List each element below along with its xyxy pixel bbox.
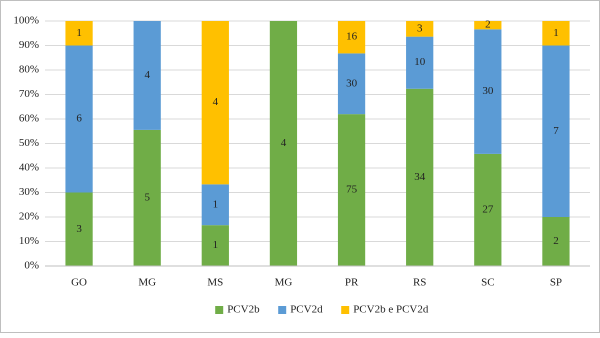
y-tick-label: 100% — [13, 15, 39, 27]
legend-label: PCV2b e PCV2d — [353, 304, 429, 316]
data-label: 16 — [346, 31, 358, 43]
x-tick-label: SP — [550, 277, 562, 289]
x-tick-label: SC — [481, 277, 494, 289]
x-tick-label: MS — [207, 277, 223, 289]
bar-segment — [406, 36, 434, 89]
bar-segment — [65, 21, 93, 46]
bar-segment — [337, 53, 366, 115]
bar-segment — [269, 21, 298, 266]
x-tick-label: MG — [275, 277, 293, 289]
data-label: 30 — [482, 85, 494, 97]
bar-segment — [133, 21, 161, 130]
legend-label: PCV2d — [290, 304, 323, 316]
bar-segment — [201, 225, 229, 266]
bar-segment — [337, 114, 366, 266]
legend-swatch — [215, 306, 224, 314]
data-label: 3 — [76, 223, 82, 235]
x-tick-label: GO — [71, 277, 87, 289]
data-label: 5 — [144, 191, 150, 203]
x-tick-label: PR — [345, 277, 359, 289]
y-tick-label: 50% — [19, 137, 39, 149]
data-label: 4 — [144, 69, 150, 81]
data-label: 2 — [485, 19, 491, 31]
bar-segment — [201, 184, 229, 226]
data-label: 1 — [553, 27, 559, 39]
data-label: 2 — [553, 235, 559, 247]
data-label: 3 — [417, 22, 423, 34]
y-tick-label: 10% — [19, 235, 39, 247]
data-label: 34 — [414, 171, 426, 183]
data-label: 6 — [76, 113, 82, 125]
bar-segment — [133, 129, 161, 266]
bar-segment — [474, 21, 502, 30]
data-label: 30 — [346, 77, 358, 89]
x-tick-label: MG — [138, 277, 156, 289]
data-label: 4 — [281, 137, 287, 149]
bar-segment — [65, 192, 93, 266]
bar-segment — [542, 45, 570, 217]
bar-segment — [65, 45, 93, 193]
legend-label: PCV2b — [227, 304, 260, 316]
y-tick-label: 30% — [19, 186, 39, 198]
bar-segment — [201, 21, 229, 185]
y-tick-label: 70% — [19, 88, 39, 100]
legend-swatch — [278, 306, 287, 314]
y-tick-label: 60% — [19, 113, 39, 125]
data-label: 1 — [213, 239, 219, 251]
bar-segment — [337, 21, 366, 54]
y-tick-label: 40% — [19, 162, 39, 174]
data-label: 75 — [346, 184, 358, 196]
bar-segment — [474, 153, 502, 266]
y-tick-label: 20% — [19, 211, 39, 223]
data-label: 27 — [482, 203, 494, 215]
data-label: 1 — [213, 198, 219, 210]
y-tick-label: 0% — [24, 260, 39, 272]
x-tick-label: RS — [413, 277, 426, 289]
bar-segment — [406, 21, 434, 37]
bar-segment — [542, 21, 570, 46]
data-label: 4 — [213, 96, 219, 108]
y-tick-label: 80% — [19, 64, 39, 76]
bar-segment — [474, 29, 502, 154]
bar-segment — [542, 217, 570, 266]
legend-swatch — [341, 306, 350, 314]
y-tick-label: 90% — [19, 39, 39, 51]
bar-segment — [406, 88, 434, 266]
data-label: 10 — [414, 56, 426, 68]
data-label: 7 — [553, 125, 559, 137]
data-label: 1 — [76, 27, 82, 39]
